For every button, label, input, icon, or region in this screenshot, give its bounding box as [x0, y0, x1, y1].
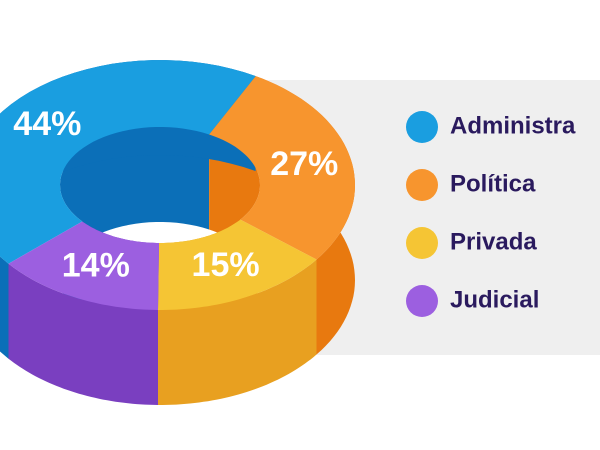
slice [209, 76, 355, 260]
legend-label: Judicial [450, 286, 539, 313]
data-label: 14% [62, 246, 130, 284]
legend-marker [406, 169, 438, 201]
legend-label: Política [450, 170, 536, 197]
outer-wall [158, 259, 317, 405]
slice [0, 60, 256, 264]
legend-marker [406, 227, 438, 259]
legend-label: Privada [450, 228, 537, 255]
legend-marker [406, 111, 438, 143]
data-label: 27% [270, 145, 338, 183]
slice [8, 221, 159, 310]
outer-wall [8, 263, 158, 405]
data-label: 15% [192, 246, 260, 284]
data-label: 44% [13, 105, 81, 143]
legend-marker [406, 285, 438, 317]
inner-wall [60, 127, 210, 317]
legend-label: Administra [450, 112, 576, 139]
slice [158, 219, 317, 310]
